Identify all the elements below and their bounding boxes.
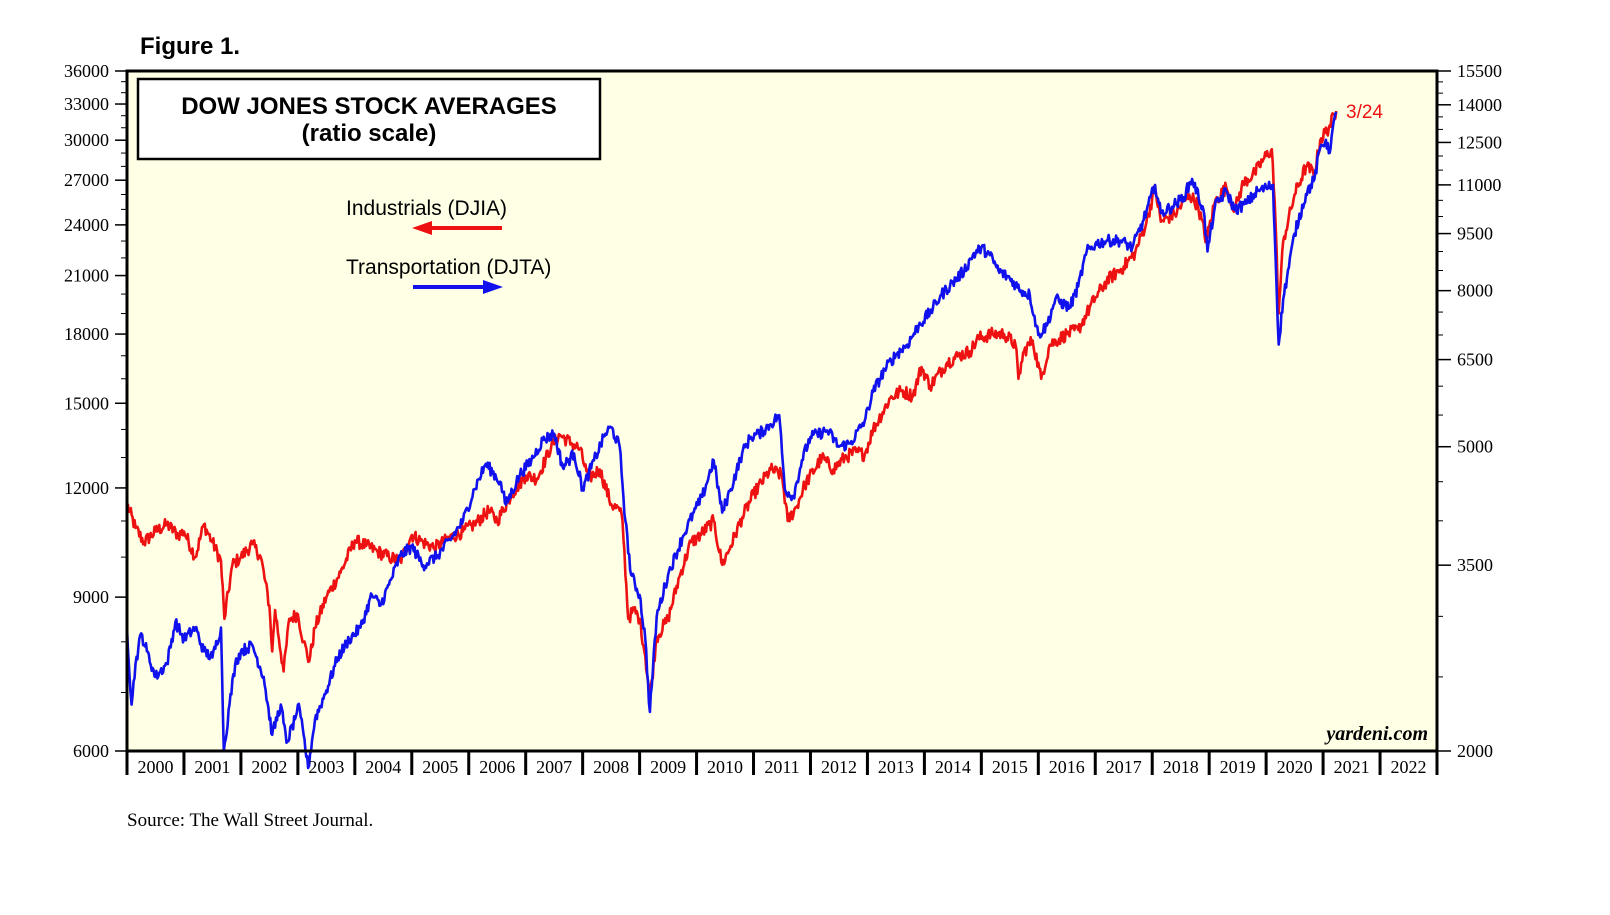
legend-transportation-arrow <box>413 280 503 294</box>
legend-transportation-label: Transportation (DJTA) <box>346 256 551 279</box>
left-tick-label: 30000 <box>64 130 109 150</box>
right-tick-label: 12500 <box>1457 132 1502 152</box>
series-layer <box>125 110 1338 770</box>
x-tick-label: 2022 <box>1391 757 1427 777</box>
title-box <box>136 77 602 161</box>
x-tick-label: 2008 <box>593 757 629 777</box>
x-tick-label: 2015 <box>992 757 1028 777</box>
source-note: Source: The Wall Street Journal. <box>127 810 373 831</box>
x-tick-label: 2011 <box>764 757 799 777</box>
x-axis: 2000 2001 2002 2003 2004 2005 2006 2007 2008 2009… <box>125 751 1439 777</box>
right-tick-label: 15500 <box>1457 61 1502 81</box>
right-tick-label: 3500 <box>1457 555 1493 575</box>
series-line-industrials <box>126 110 1338 700</box>
x-tick-label: 2019 <box>1220 757 1256 777</box>
x-tick-label: 2002 <box>251 757 287 777</box>
right-axis: 2000 3500 5000 6500 8000 9500 11000 12500 14000 1… <box>1437 61 1502 761</box>
right-tick-label: 5000 <box>1457 437 1493 457</box>
right-tick-label: 6500 <box>1457 350 1493 370</box>
x-tick-label: 2012 <box>821 757 857 777</box>
right-tick-label: 8000 <box>1457 281 1493 301</box>
right-tick-label: 11000 <box>1457 175 1501 195</box>
x-tick-label: 2003 <box>308 757 344 777</box>
legend-industrials-label: Industrials (DJIA) <box>346 197 507 220</box>
left-tick-label: 15000 <box>64 393 109 413</box>
x-tick-label: 2007 <box>536 757 572 777</box>
chart-title: DOW JONES STOCK AVERAGES <box>181 93 557 120</box>
figure-label: Figure 1. <box>140 33 240 60</box>
plot-area <box>127 71 1437 751</box>
right-tick-label: 2000 <box>1457 741 1493 761</box>
x-tick-label: 2006 <box>479 757 515 777</box>
left-tick-label: 36000 <box>64 61 109 81</box>
x-tick-label: 2021 <box>1334 757 1370 777</box>
left-tick-label: 12000 <box>64 478 109 498</box>
x-tick-label: 2001 <box>194 757 230 777</box>
x-tick-label: 2018 <box>1163 757 1199 777</box>
x-tick-label: 2020 <box>1277 757 1313 777</box>
left-tick-label: 18000 <box>64 324 109 344</box>
x-tick-label: 2005 <box>422 757 458 777</box>
left-tick-label: 27000 <box>64 170 109 190</box>
watermark: yardeni.com <box>1324 723 1428 745</box>
x-tick-label: 2016 <box>1049 757 1085 777</box>
legend-industrials-arrow <box>412 221 502 235</box>
x-tick-label: 2004 <box>365 757 401 777</box>
chart-subtitle: (ratio scale) <box>302 120 437 147</box>
left-tick-label: 21000 <box>64 266 109 286</box>
right-tick-label: 14000 <box>1457 95 1502 115</box>
x-tick-label: 2017 <box>1106 757 1142 777</box>
left-axis: 6000 9000 12000 15000 18000 21000 24000 27000 30… <box>64 61 127 761</box>
left-tick-label: 9000 <box>73 587 109 607</box>
left-tick-label: 24000 <box>64 215 109 235</box>
series-line-transportation <box>125 111 1338 770</box>
latest-date-label: 3/24 <box>1346 102 1383 123</box>
left-tick-label: 33000 <box>64 94 109 114</box>
x-tick-label: 2000 <box>137 757 173 777</box>
x-tick-label: 2014 <box>935 757 971 777</box>
plot-frame <box>125 69 1439 753</box>
x-tick-label: 2010 <box>707 757 743 777</box>
right-tick-label: 9500 <box>1457 224 1493 244</box>
left-tick-label: 6000 <box>73 741 109 761</box>
x-tick-label: 2009 <box>650 757 686 777</box>
x-tick-label: 2013 <box>878 757 914 777</box>
